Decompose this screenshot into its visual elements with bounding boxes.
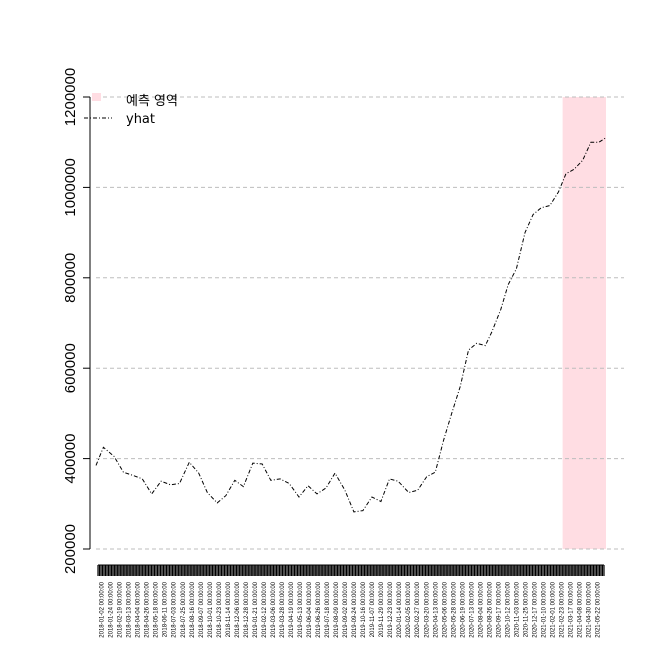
x-tick-label: 2019-05-13 00:00:00	[298, 581, 304, 637]
x-tick-label: 2018-04-04 00:00:00	[136, 581, 142, 637]
x-tick-label: 2020-09-17 00:00:00	[496, 581, 502, 637]
x-tick-label: 2021-01-10 00:00:00	[541, 581, 547, 637]
x-tick-label: 2020-10-12 00:00:00	[505, 581, 511, 637]
x-tick-label: 2020-11-03 00:00:00	[514, 581, 520, 637]
x-tick-label: 2021-02-23 00:00:00	[559, 581, 565, 637]
x-tick-label: 2019-03-06 00:00:00	[271, 581, 277, 637]
x-tick-label: 2019-10-16 00:00:00	[361, 581, 367, 637]
x-tick-label: 2018-07-03 00:00:00	[172, 581, 178, 637]
x-tick-label: 2021-03-17 00:00:00	[568, 581, 574, 637]
x-tick-label: 2020-03-20 00:00:00	[424, 581, 430, 637]
y-tick-label: 1200000	[62, 68, 79, 126]
x-tick-label: 2018-02-19 00:00:00	[118, 581, 124, 637]
x-tick-label: 2018-09-07 00:00:00	[199, 581, 205, 637]
x-tick-label: 2020-02-05 00:00:00	[406, 581, 412, 637]
x-tick-label: 2019-06-26 00:00:00	[316, 581, 322, 637]
x-tick-label: 2019-09-24 00:00:00	[352, 581, 358, 637]
x-tick-label: 2019-02-12 00:00:00	[262, 581, 268, 637]
x-tick-label: 2018-07-25 00:00:00	[181, 581, 187, 637]
x-tick-label: 2018-01-24 00:00:00	[109, 581, 115, 637]
x-tick-label: 2019-12-23 00:00:00	[388, 581, 394, 637]
x-tick-label: 2020-04-13 00:00:00	[433, 581, 439, 637]
y-tick-label: 800000	[62, 253, 79, 303]
x-tick-label: 2019-07-18 00:00:00	[325, 581, 331, 637]
x-tick-label: 2018-10-23 00:00:00	[217, 581, 223, 637]
x-tick-label: 2020-02-27 00:00:00	[415, 581, 421, 637]
x-tick-label: 2018-12-28 00:00:00	[244, 581, 250, 637]
x-tick-label: 2019-01-21 00:00:00	[253, 581, 259, 637]
legend-swatch-forecast	[92, 93, 101, 101]
x-tick-label: 2019-03-28 00:00:00	[280, 581, 286, 637]
x-tick-label: 2021-04-30 00:00:00	[587, 581, 593, 637]
y-tick-label: 600000	[62, 343, 79, 393]
y-tick-label: 200000	[62, 524, 79, 574]
x-tick-label: 2019-11-07 00:00:00	[370, 581, 376, 637]
x-tick-label: 2018-05-18 00:00:00	[154, 581, 160, 637]
x-tick-label: 2020-01-14 00:00:00	[397, 581, 403, 637]
x-tick-label: 2020-05-06 00:00:00	[442, 581, 448, 637]
y-tick-label: 1000000	[62, 158, 79, 216]
x-tick-label: 2019-04-19 00:00:00	[289, 581, 295, 637]
x-tick-label: 2018-06-11 00:00:00	[163, 581, 169, 637]
forecast-region	[562, 97, 606, 549]
x-tick-label: 2020-07-13 00:00:00	[469, 581, 475, 637]
x-tick-label: 2018-01-02 00:00:00	[100, 581, 106, 637]
x-tick-label: 2018-03-13 00:00:00	[127, 581, 133, 637]
x-tick-label: 2020-06-19 00:00:00	[460, 581, 466, 637]
series-line-yhat	[95, 137, 607, 513]
x-tick-label: 2020-11-25 00:00:00	[523, 581, 529, 637]
x-tick-label: 2021-04-08 00:00:00	[578, 581, 584, 637]
y-tick-label: 400000	[62, 434, 79, 484]
x-tick-label: 2021-02-01 00:00:00	[550, 581, 556, 637]
x-tick-label: 2019-11-29 00:00:00	[379, 581, 385, 637]
x-tick-label: 2020-08-04 00:00:00	[478, 581, 484, 637]
x-tick-label: 2019-08-09 00:00:00	[334, 581, 340, 637]
x-tick-label: 2021-05-22 00:00:00	[596, 581, 602, 637]
x-tick-label: 2020-08-26 00:00:00	[487, 581, 493, 637]
legend-label-forecast: 예측 영역	[126, 94, 178, 109]
x-tick-label: 2018-11-14 00:00:00	[226, 581, 232, 637]
x-tick-label: 2018-12-06 00:00:00	[235, 581, 241, 637]
x-tick-label: 2018-10-01 00:00:00	[208, 581, 214, 637]
x-tick-label: 2018-04-26 00:00:00	[145, 581, 151, 637]
x-tick-label: 2019-09-02 00:00:00	[343, 581, 349, 637]
legend: 예측 영역 yhat	[84, 93, 178, 127]
x-tick-label: 2019-06-04 00:00:00	[307, 581, 313, 637]
x-tick-label: 2020-05-28 00:00:00	[451, 581, 457, 637]
x-tick-label: 2020-12-17 00:00:00	[532, 581, 538, 637]
x-tick-label: 2018-08-16 00:00:00	[190, 581, 196, 637]
legend-label-yhat: yhat	[126, 112, 155, 127]
